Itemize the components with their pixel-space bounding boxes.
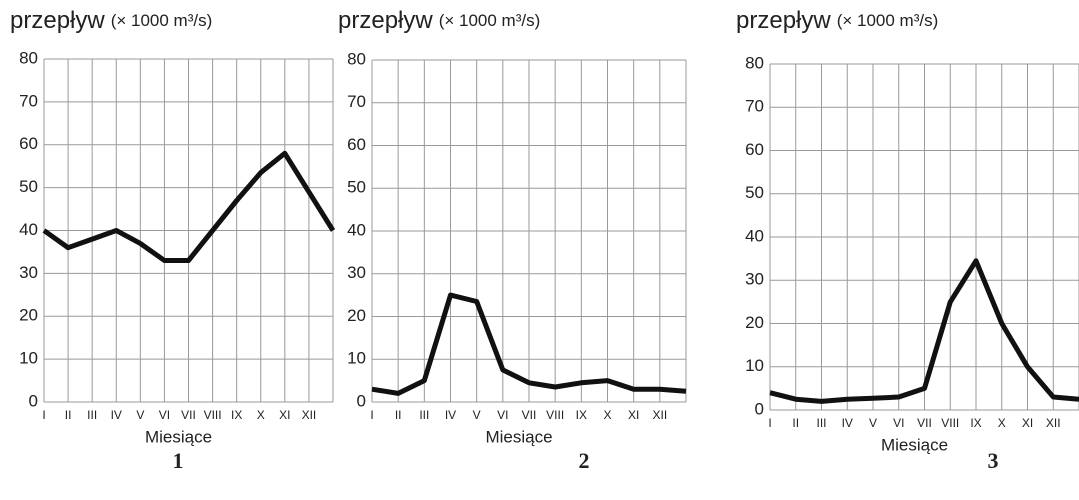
x-tick-label: IX	[576, 408, 587, 422]
y-tick-label: 20	[19, 306, 38, 325]
x-tick-label: XI	[279, 408, 290, 422]
x-tick-label: I	[42, 408, 45, 422]
y-tick-label: 10	[347, 349, 366, 368]
x-tick-label: XI	[628, 408, 639, 422]
y-tick-label: 80	[347, 49, 366, 68]
x-axis-label: Miesiące	[485, 427, 552, 446]
y-tick-label: 70	[745, 97, 764, 116]
y-tick-label: 40	[19, 220, 38, 239]
y-tick-label: 60	[745, 140, 764, 159]
y-tick-label: 50	[19, 177, 38, 196]
x-tick-label: VI	[159, 408, 170, 422]
x-tick-label: VI	[497, 408, 508, 422]
x-tick-label: V	[473, 408, 481, 422]
x-tick-label: VIII	[204, 408, 222, 422]
x-tick-label: I	[370, 408, 373, 422]
x-tick-label: II	[65, 408, 72, 422]
y-tick-label: 30	[745, 270, 764, 289]
y-tick-label: 60	[347, 135, 366, 154]
x-tick-label: IV	[111, 408, 122, 422]
x-tick-label: III	[87, 408, 97, 422]
x-tick-label: IX	[970, 416, 981, 430]
y-tick-label: 40	[347, 220, 366, 239]
flow-line	[371, 292, 687, 396]
x-tick-label: I	[768, 416, 771, 430]
y-tick-label: 0	[755, 399, 764, 418]
title-text: przepływ	[736, 7, 831, 34]
x-tick-label: VIII	[941, 416, 959, 430]
flow-line	[42, 150, 336, 263]
title-unit: (× 1000 m³/s)	[111, 11, 213, 30]
x-tick-label: XI	[1022, 416, 1033, 430]
x-tick-label: V	[869, 416, 877, 430]
x-tick-label: III	[419, 408, 429, 422]
x-tick-label: XII	[1046, 416, 1061, 430]
x-tick-label: VI	[893, 416, 904, 430]
x-axis-label: Miesiące	[881, 435, 948, 454]
title-text: przepływ	[338, 7, 433, 34]
x-tick-label: II	[792, 416, 799, 430]
x-tick-label: IV	[842, 416, 853, 430]
x-tick-label: VII	[522, 408, 537, 422]
y-tick-label: 40	[745, 226, 764, 245]
x-axis-label: Miesiące	[145, 427, 212, 446]
x-tick-label: III	[816, 416, 826, 430]
y-tick-label: 50	[745, 183, 764, 202]
y-tick-label: 30	[19, 263, 38, 282]
y-tick-label: 60	[19, 134, 38, 153]
x-tick-label: VIII	[546, 408, 564, 422]
x-tick-label: X	[603, 408, 611, 422]
x-tick-label: VII	[181, 408, 196, 422]
x-tick-label: XII	[652, 408, 667, 422]
panel-number: 2	[579, 448, 590, 473]
y-tick-label: 0	[357, 391, 366, 410]
y-tick-label: 10	[19, 349, 38, 368]
y-tick-label: 20	[347, 306, 366, 325]
y-tick-label: 80	[19, 48, 38, 67]
x-tick-label: II	[395, 408, 402, 422]
chart-title: przepływ (× 1000 m³/s)	[10, 7, 212, 34]
x-tick-label: IX	[231, 408, 242, 422]
y-tick-label: 10	[745, 356, 764, 375]
y-tick-label: 30	[347, 263, 366, 282]
x-tick-label: V	[136, 408, 144, 422]
y-tick-label: 70	[347, 92, 366, 111]
chart-title: przepływ (× 1000 m³/s)	[736, 7, 938, 34]
chart-title: przepływ (× 1000 m³/s)	[338, 7, 540, 34]
flow-line	[769, 258, 1079, 404]
y-tick-label: 0	[29, 391, 38, 410]
panel-number: 1	[173, 448, 184, 473]
title-text: przepływ	[10, 7, 105, 34]
y-tick-label: 50	[347, 178, 366, 197]
title-unit: (× 1000 m³/s)	[439, 11, 541, 30]
x-tick-label: X	[998, 416, 1006, 430]
x-tick-label: VII	[917, 416, 932, 430]
x-tick-label: XII	[302, 408, 317, 422]
x-tick-label: IV	[445, 408, 456, 422]
panel-number: 3	[988, 448, 999, 473]
y-tick-label: 70	[19, 91, 38, 110]
y-tick-label: 20	[745, 313, 764, 332]
y-tick-label: 80	[745, 53, 764, 72]
x-tick-label: X	[257, 408, 265, 422]
title-unit: (× 1000 m³/s)	[837, 11, 939, 30]
